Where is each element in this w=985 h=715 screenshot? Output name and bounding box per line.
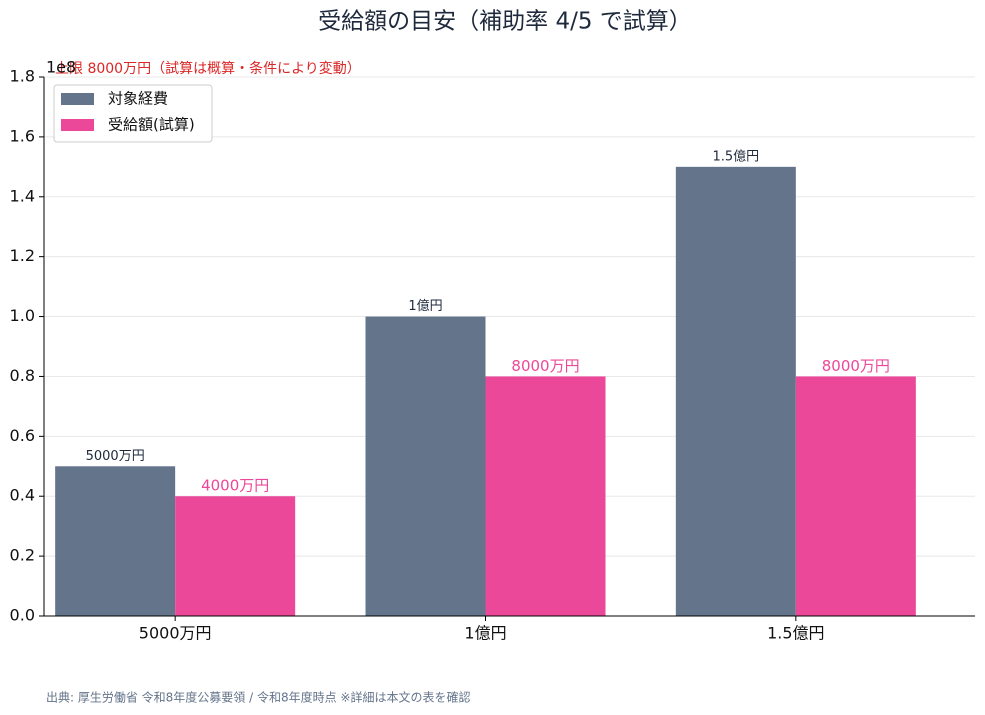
source: 出典: 厚生労働省 令和8年度公募要領 / 令和8年度時点 ※詳細は本文の表を確… [46, 690, 471, 705]
value-label: 8000万円 [822, 357, 890, 375]
y-tick-label: 0.8 [10, 366, 35, 385]
y-tick-label: 1.2 [10, 246, 35, 265]
bar [365, 316, 486, 616]
y-tick-label: 0.6 [10, 426, 35, 445]
y-tick-label: 1.0 [10, 306, 35, 325]
legend-label: 受給額(試算) [108, 116, 195, 134]
bar [795, 376, 916, 616]
value-label: 4000万円 [201, 477, 269, 495]
x-tick-label: 5000万円 [139, 624, 212, 643]
bar [675, 166, 796, 617]
legend-swatch [61, 93, 94, 105]
x-tick-label: 1.5億円 [767, 624, 824, 643]
y-offset: 1e8 [46, 58, 76, 77]
y-tick-label: 0.4 [10, 486, 35, 505]
y-tick-label: 1.8 [10, 67, 35, 86]
x-tick-label: 1億円 [464, 624, 506, 643]
value-label: 1億円 [408, 298, 442, 314]
y-tick-label: 0.2 [10, 546, 35, 565]
bar [175, 496, 296, 616]
bar [55, 466, 176, 616]
value-label: 5000万円 [86, 449, 145, 464]
y-tick-label: 1.4 [10, 186, 35, 205]
value-label: 8000万円 [511, 357, 579, 375]
y-tick-label: 0.0 [10, 606, 35, 625]
legend-label: 対象経費 [108, 90, 168, 108]
value-label: 1.5億円 [712, 148, 759, 164]
annotation: 上限 8000万円（試算は概算・条件により変動） [55, 60, 361, 77]
bar [485, 376, 606, 616]
chart-title: 受給額の目安（補助率 4/5 で試算） [318, 9, 692, 35]
y-tick-label: 1.6 [10, 126, 35, 145]
legend-swatch [61, 119, 94, 131]
